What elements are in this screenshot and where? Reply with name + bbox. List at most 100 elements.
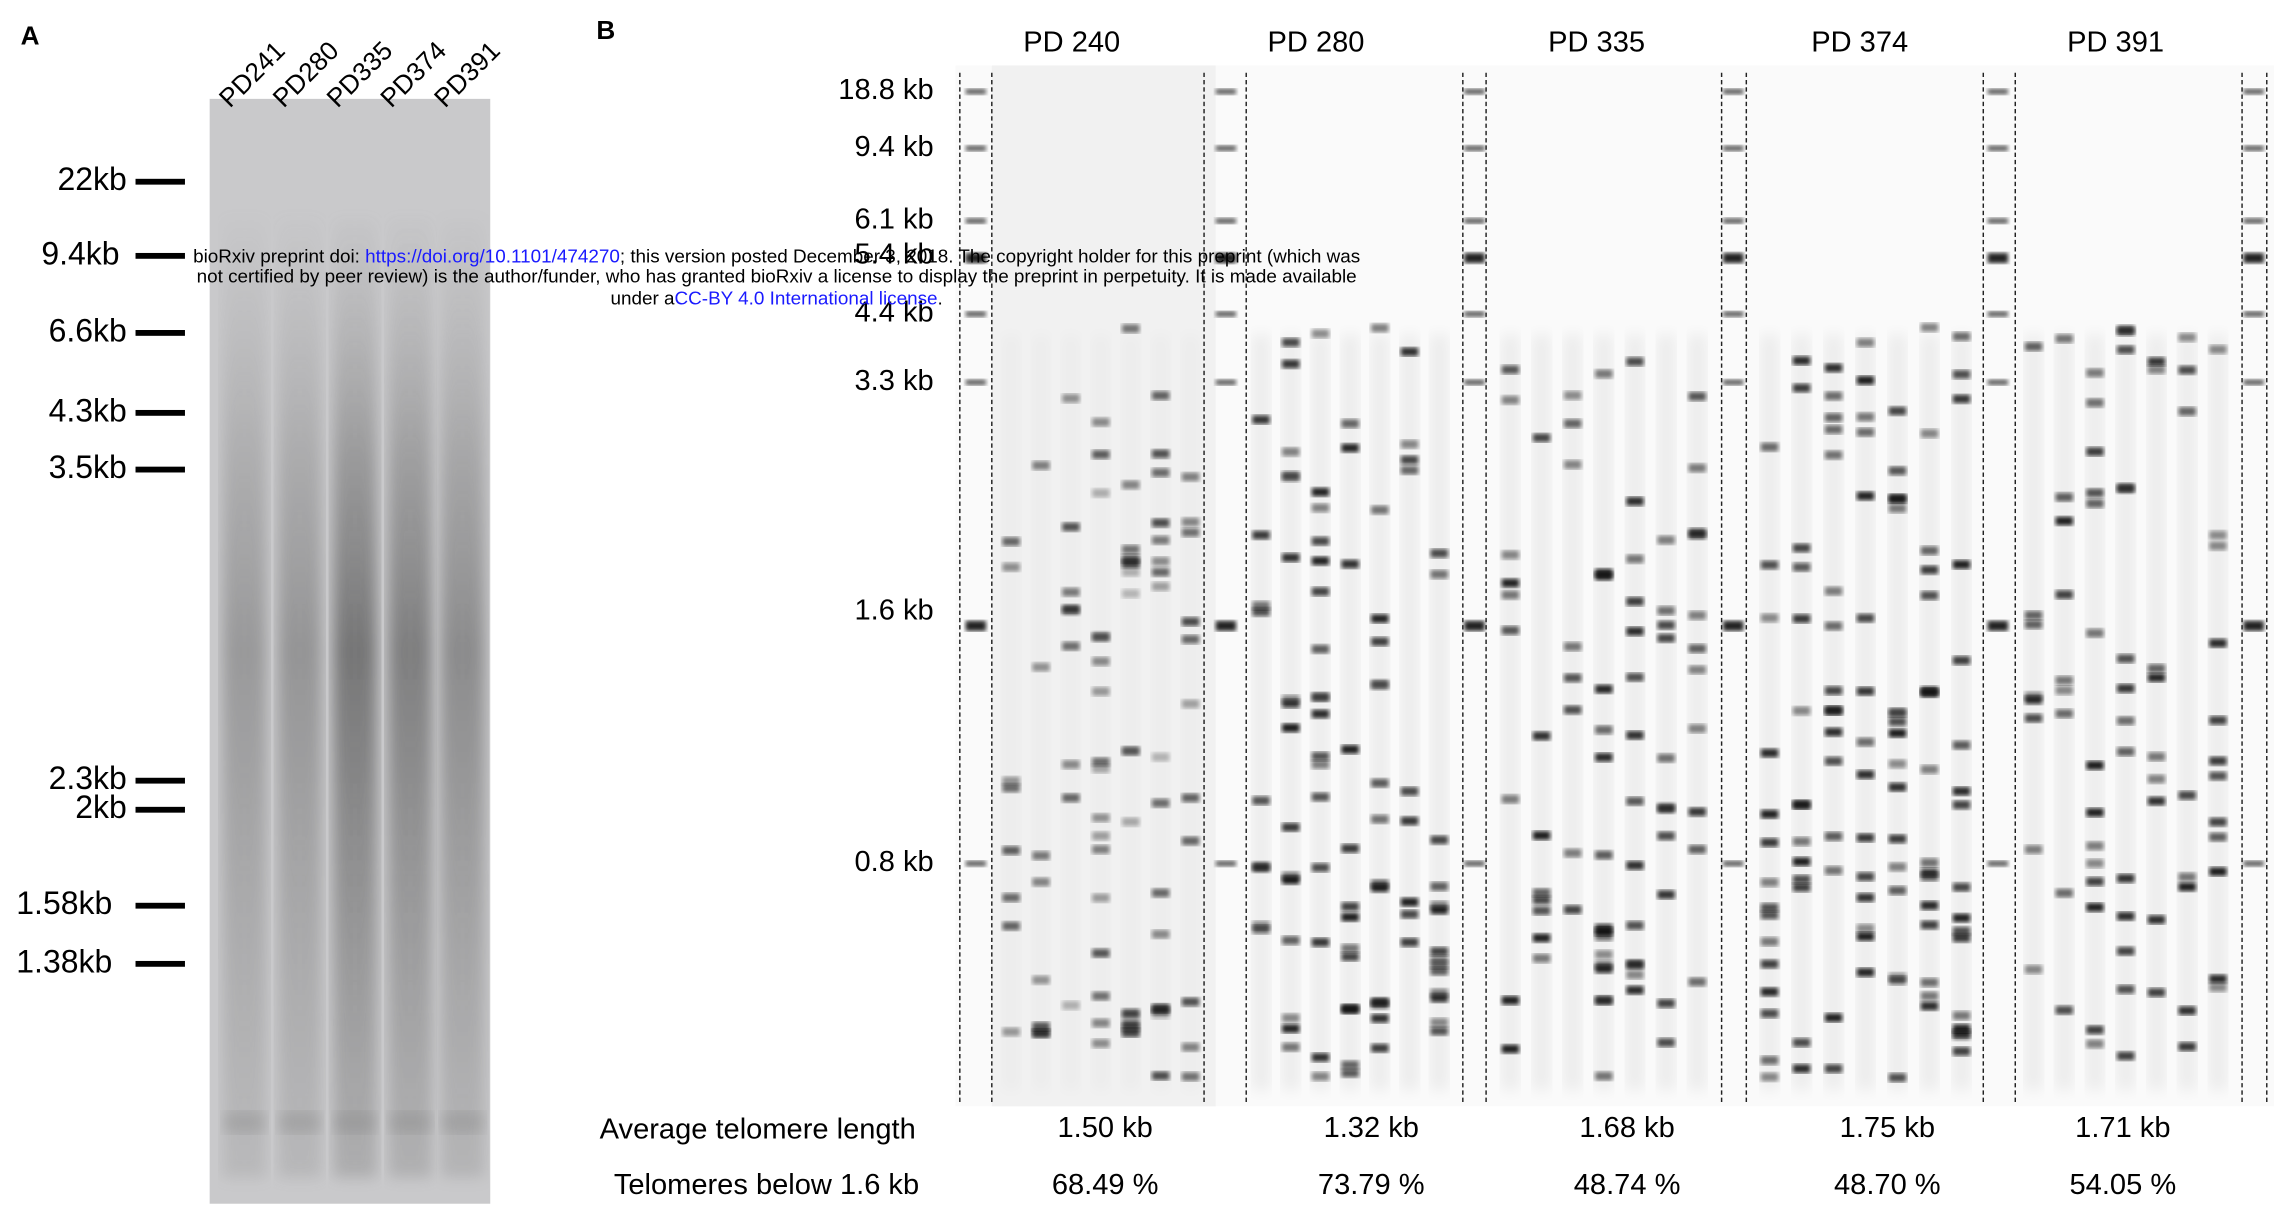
telomere-band: [1501, 365, 1520, 375]
telomere-band: [1151, 449, 1170, 459]
telomere-band: [1002, 562, 1020, 572]
telomere-band: [1032, 461, 1050, 470]
telomere-band: [1856, 770, 1875, 779]
notice: bioRxiv preprint doi: https://doi.org/10…: [193, 246, 1360, 309]
telomere-band: [1092, 948, 1110, 958]
telomere-band: [2209, 982, 2227, 992]
telomere-band: [1952, 882, 1971, 892]
telomere-band: [1792, 706, 1811, 716]
telomere-band: [1341, 1060, 1359, 1070]
marker-label: 2.3kb: [49, 760, 127, 796]
telomere-band: [1657, 620, 1675, 630]
telomere-band: [1760, 809, 1779, 819]
telomere-band: [1856, 737, 1875, 747]
telomere-band: [1760, 1072, 1779, 1082]
telomere-band: [1181, 793, 1200, 803]
lane-smear: [2147, 334, 2166, 1091]
notice-line: not certified by peer review) is the aut…: [197, 267, 1357, 288]
telomere-band: [1341, 419, 1359, 428]
telomere-band: [1400, 909, 1419, 919]
telomere-band: [1824, 450, 1843, 460]
telomere-band: [1626, 626, 1644, 636]
ladder-band: [1215, 860, 1237, 867]
telomere-band: [2086, 808, 2104, 817]
marker-tick: [135, 330, 185, 336]
telomere-band: [1341, 943, 1359, 953]
ladder-band: [965, 311, 986, 317]
telomere-band: [1032, 1028, 1050, 1038]
telomere-band: [2178, 332, 2196, 342]
telomere-band: [1824, 586, 1843, 596]
telomere-band: [1532, 953, 1551, 963]
telomere-band: [1002, 783, 1020, 793]
ladder-band: [1987, 860, 2008, 867]
telomere-band: [1282, 1013, 1300, 1023]
telomere-band: [1371, 814, 1389, 824]
doi-link[interactable]: https://doi.org/10.1101/474270: [365, 246, 620, 267]
ladder-band: [1464, 620, 1485, 631]
telomere-band: [2055, 675, 2074, 685]
telomere-band: [1371, 778, 1389, 788]
marker-label: 1.58kb: [16, 885, 112, 921]
telomere-band: [1856, 427, 1875, 437]
telomere-band: [1595, 1071, 1613, 1081]
gel-smear: [222, 218, 267, 1178]
telomere-band: [1002, 1027, 1020, 1037]
telomere-band: [1311, 1052, 1330, 1062]
telomere-band: [1532, 433, 1551, 443]
ladder-band: [1723, 620, 1744, 631]
telomere-band: [2209, 715, 2227, 725]
telomere-band: [1092, 1039, 1110, 1048]
telomere-band: [1856, 491, 1875, 501]
telomere-band: [1888, 466, 1907, 476]
telomere-band: [1856, 833, 1875, 843]
ladder-band: [1215, 252, 1237, 264]
telomere-band: [2117, 946, 2135, 956]
telomere-band: [1563, 848, 1582, 858]
telomere-band: [1282, 822, 1300, 832]
telomere-band: [1626, 730, 1644, 740]
marker-label: 1.38kb: [16, 943, 112, 979]
ladder-band: [2243, 620, 2264, 631]
license-link[interactable]: CC-BY 4.0 International license: [675, 288, 938, 309]
telomere-band: [2147, 357, 2166, 367]
row-value: 48.74 %: [1574, 1169, 1681, 1201]
ladder-band: [1987, 379, 2008, 386]
telomere-band: [1760, 903, 1779, 913]
telomere-band: [1092, 687, 1110, 696]
gel-smear: [440, 218, 485, 1178]
telomere-band: [1501, 578, 1520, 588]
lane-smear: [1371, 334, 1389, 1091]
telomere-band: [1501, 395, 1520, 405]
ladder-band: [1723, 218, 1744, 224]
telomere-band: [1920, 323, 1939, 332]
telomere-band: [2209, 345, 2227, 354]
telomere-band: [2209, 974, 2227, 984]
telomere-band: [1760, 987, 1779, 997]
lane-smear: [1002, 334, 1019, 1090]
marker-tick: [135, 466, 185, 473]
telomere-band: [2117, 984, 2135, 994]
telomere-band: [1122, 746, 1140, 756]
ladder-band: [2243, 88, 2264, 95]
telomere-band: [2086, 1025, 2104, 1035]
telomere-band: [2024, 713, 2043, 723]
telomere-band: [1092, 450, 1110, 459]
telomere-band: [1400, 347, 1419, 357]
telomere-band: [1501, 1044, 1520, 1054]
marker-label: 1.6 kb: [854, 595, 933, 627]
telomere-band: [1092, 757, 1110, 767]
telomere-band: [1952, 332, 1971, 341]
telomere-band: [1626, 597, 1644, 606]
telomere-band: [1341, 443, 1359, 453]
ladder-band: [965, 860, 986, 867]
lane-smear: [1501, 334, 1520, 1091]
telomere-band: [1341, 559, 1359, 569]
telomere-band: [2178, 365, 2196, 375]
lane-smear: [1856, 334, 1875, 1091]
telomere-band: [1311, 760, 1330, 769]
ladder-band: [1215, 620, 1237, 631]
telomere-band: [1311, 556, 1330, 566]
telomere-band: [1563, 419, 1582, 428]
telomere-band: [2209, 541, 2227, 551]
